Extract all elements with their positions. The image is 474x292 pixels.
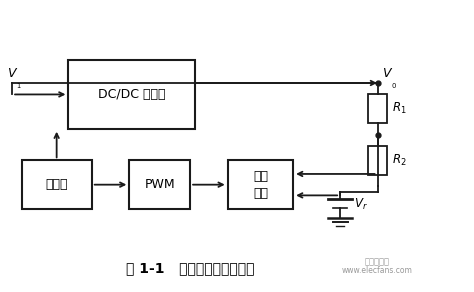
Text: 图 1-1   开关电源的基本构成: 图 1-1 开关电源的基本构成 [126,261,255,275]
Bar [368,146,387,175]
Text: PWM: PWM [145,178,175,191]
Text: $\it{V}$: $\it{V}$ [382,67,393,80]
Text: $R_2$: $R_2$ [392,153,406,168]
Text: $_0$: $_0$ [391,81,397,91]
Bar [228,160,293,209]
Text: $\it{V}$: $\it{V}$ [8,67,19,80]
Text: www.elecfans.com: www.elecfans.com [342,266,413,275]
Text: 驱动器: 驱动器 [46,178,68,191]
Bar [68,60,195,129]
Bar [368,94,387,123]
Text: $_1$: $_1$ [16,81,22,91]
Text: $\it{V}_r$: $\it{V}_r$ [354,197,368,212]
Text: 电子发烧友: 电子发烧友 [365,257,390,266]
Bar [129,160,190,209]
Text: DC/DC 变换器: DC/DC 变换器 [98,88,165,101]
Text: $R_1$: $R_1$ [392,101,406,116]
Bar [21,160,92,209]
Text: 比较
放大: 比较 放大 [253,170,268,200]
